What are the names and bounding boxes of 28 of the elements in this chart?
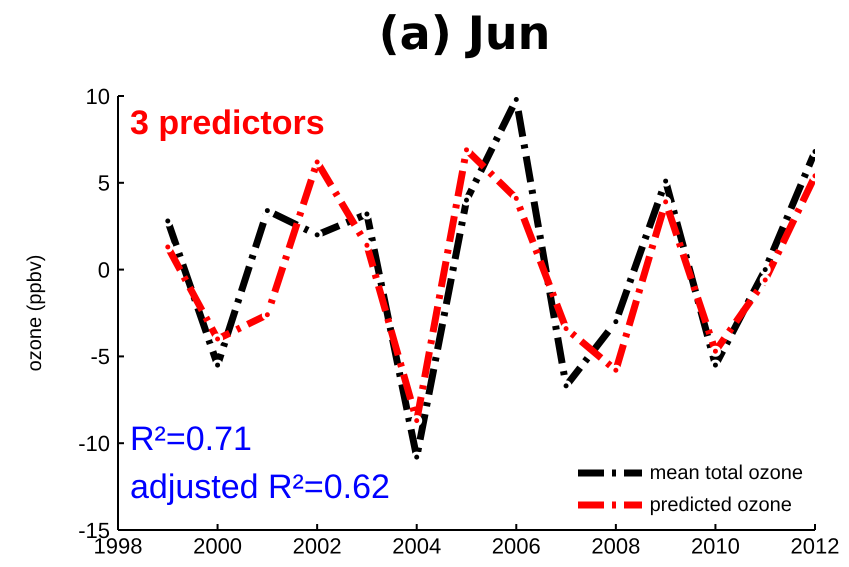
y-tick-label: 5 (98, 170, 110, 196)
point (262, 309, 273, 320)
annotation: 3 predictors (130, 104, 325, 143)
y-tick-label: -5 (90, 344, 110, 370)
x-tick-label: 2008 (591, 534, 640, 559)
legend-label: mean total ozone (650, 462, 803, 484)
annotation: adjusted R²=0.62 (130, 468, 390, 507)
y-tick-label: -10 (78, 431, 110, 456)
point (760, 264, 771, 276)
y-axis-title: ozone (ppbv) (24, 254, 46, 372)
annotation: R²=0.71 (130, 420, 252, 459)
x-tick-label: 2006 (492, 534, 541, 559)
legend-label: predicted ozone (650, 494, 792, 516)
point (461, 194, 472, 206)
x-tick-label: 2012 (790, 534, 840, 559)
point (411, 415, 422, 426)
point (361, 240, 372, 251)
y-tick-label: 0 (98, 257, 110, 282)
x-tick-label: 2010 (690, 534, 740, 559)
point (710, 346, 721, 357)
x-tick-label: 2002 (292, 534, 342, 559)
x-tick-label: 2004 (392, 534, 442, 559)
y-tick-label: 10 (86, 84, 110, 109)
point (212, 334, 224, 345)
chart-title: (a) Jun (378, 6, 552, 60)
point (760, 274, 771, 286)
point (660, 196, 672, 208)
x-tick-label: 2000 (193, 534, 242, 559)
